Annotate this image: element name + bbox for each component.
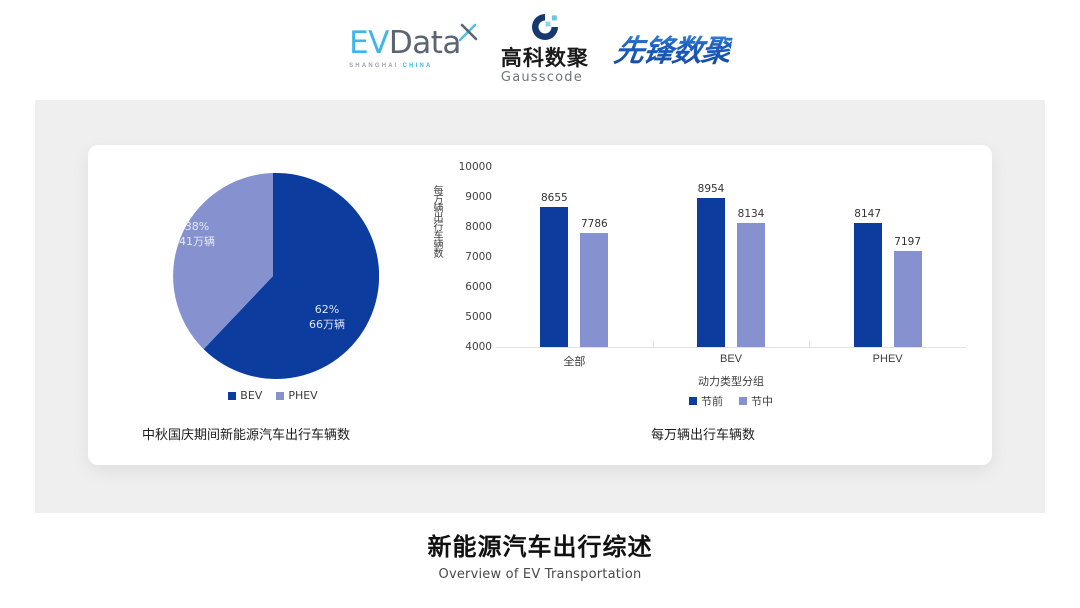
bar-x-axis-line <box>496 347 966 348</box>
bar-group-separator <box>652 341 654 348</box>
bar-value-label: 8134 <box>737 207 765 220</box>
bar-legend-swatch-before <box>689 397 697 405</box>
pie-legend-item-phev[interactable]: PHEV <box>276 389 318 402</box>
gausscode-text: 高科数聚 Gausscode <box>501 48 589 84</box>
bar-value-label: 8655 <box>540 192 568 205</box>
bar-全部-节前[interactable]: 8655 <box>540 192 569 347</box>
bar-legend-item-during[interactable]: 节中 <box>739 393 773 409</box>
evdata-tagline: SHANGHAI CHINA <box>349 63 461 69</box>
slide-footer: 新能源汽车出行综述 Overview of EV Transportation <box>0 534 1080 582</box>
evdata-logo: EVData SHANGHAI CHINA <box>349 23 478 69</box>
bar-plot-area: 8655 7786 8954 8134 8147 7197 <box>496 167 966 347</box>
xianfeng-wordmark: 先锋数聚 <box>611 26 734 70</box>
bar-y-tick-6000: 6000 <box>465 281 492 293</box>
bar-PHEV-节中[interactable]: 7197 <box>893 236 922 347</box>
bar-y-axis-title: 每万辆出行车辆数 <box>431 185 442 257</box>
evdata-tagline-city: SHANGHAI <box>349 62 399 69</box>
bar-legend: 节前 节中 <box>496 393 966 409</box>
bar-legend-swatch-during <box>739 397 747 405</box>
gausscode-logo: 高科数聚 Gausscode <box>501 12 589 84</box>
bar-value-label: 8147 <box>854 207 882 220</box>
pie-legend-item-bev[interactable]: BEV <box>228 389 262 402</box>
bar-group-separator <box>809 341 811 348</box>
gausscode-name-cn: 高科数聚 <box>500 47 589 70</box>
bar-category-label-BEV: BEV <box>719 353 743 365</box>
bar-value-label: 8954 <box>697 183 725 196</box>
pie-legend-swatch-phev <box>276 391 285 400</box>
pie-slice-phev[interactable] <box>173 173 273 350</box>
pie-legend-swatch-bev <box>228 391 237 400</box>
footer-title-en: Overview of EV Transportation <box>438 566 642 582</box>
bar-y-ticks: 4000 5000 6000 7000 8000 9000 10000 <box>446 161 492 353</box>
pie-legend: BEV PHEV <box>148 389 398 402</box>
bar-BEV-节中[interactable]: 8134 <box>737 208 765 347</box>
pie-legend-label-phev: PHEV <box>288 389 318 402</box>
bar-y-tick-10000: 10000 <box>458 161 492 173</box>
charts-card: 38% 41万辆 62% 66万辆 BEV PHEV <box>88 145 992 465</box>
bar-全部-节中[interactable]: 7786 <box>580 218 609 347</box>
xianfeng-logo: 先锋数聚 <box>612 26 733 70</box>
evdata-tagline-country: CHINA <box>402 62 433 69</box>
pie-graphic: 38% 41万辆 62% 66万辆 <box>167 170 380 382</box>
bar-value-label: 7786 <box>580 218 608 231</box>
pie-svg <box>173 172 380 379</box>
bar-y-tick-8000: 8000 <box>465 221 492 233</box>
bar-y-tick-7000: 7000 <box>465 251 492 263</box>
x-cross-icon <box>458 23 478 41</box>
bar-legend-label-before: 节前 <box>701 396 723 408</box>
bar-legend-label-during: 节中 <box>751 396 773 408</box>
bar-BEV-节前[interactable]: 8954 <box>697 183 725 347</box>
bar-value-label: 7197 <box>894 236 922 249</box>
bar-chart: 每万辆出行车辆数 4000 5000 6000 7000 8000 9000 10000 8… <box>428 155 988 455</box>
pie-legend-label-bev: BEV <box>240 389 263 402</box>
bar-category-label-PHEV: PHEV <box>872 353 903 365</box>
evdata-letter-v: V <box>368 24 389 61</box>
bar-y-tick-5000: 5000 <box>465 311 492 323</box>
bar-category-label-全部: 全部 <box>563 356 586 368</box>
bar-chart-caption: 每万辆出行车辆数 <box>651 427 756 442</box>
bar-y-tick-9000: 9000 <box>465 191 492 203</box>
footer-title-cn: 新能源汽车出行综述 <box>427 534 653 561</box>
bar-y-tick-4000: 4000 <box>465 341 492 353</box>
pie-chart-caption: 中秋国庆期间新能源汽车出行车辆数 <box>142 427 351 442</box>
logo-strip: EVData SHANGHAI CHINA 高科数聚 Gausscode <box>0 14 1080 84</box>
pie-slice-bev[interactable] <box>203 172 380 379</box>
evdata-wordmark: EVData <box>349 24 462 61</box>
bar-legend-item-before[interactable]: 节前 <box>689 393 723 409</box>
gausscode-name-en: Gausscode <box>500 70 583 85</box>
bar-PHEV-节前[interactable]: 8147 <box>853 208 882 347</box>
evdata-letter-e: E <box>349 24 369 61</box>
bar-x-axis-title: 动力类型分组 <box>698 376 764 388</box>
evdata-word-data: Data <box>388 24 462 61</box>
gausscode-g-icon <box>531 14 558 40</box>
